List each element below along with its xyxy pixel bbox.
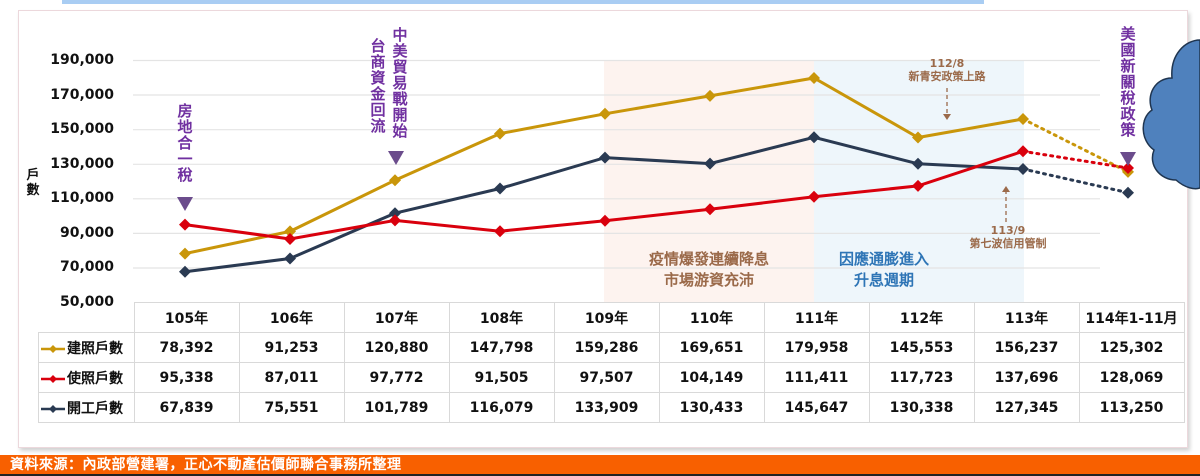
y-tick-70000: 70,000 [59,259,114,275]
annotation-107-trade-war: 中美貿易戰開始 [392,26,408,140]
gridlines [133,59,1100,269]
table-cell: 116,079 [448,392,555,423]
y-tick-130000: 130,000 [50,156,114,172]
band-label-rate-hike-line2: 升息週期 [853,271,914,289]
row-label: 開工戶數 [67,400,123,417]
table-cell: 113,250 [1078,392,1185,423]
table-header: 107年 [343,302,450,333]
table-cell: 97,507 [553,362,660,393]
event-marker-105 [177,197,193,211]
footer-edge [0,474,1200,476]
table-header: 111年 [763,302,870,333]
table-cell: 145,647 [763,392,870,423]
table-cell: 111,411 [763,362,870,393]
top-banner-strip [62,0,984,4]
table-cell: 159,286 [553,332,660,363]
table-cell: 120,880 [343,332,450,363]
legend-navy-diamond-icon [41,404,65,413]
table-cell: 78,392 [133,332,240,363]
table-cell: 179,958 [763,332,870,363]
table-cell: 75,551 [238,392,345,423]
series-construction-starts [179,131,1134,278]
note-112-new-youth-loan: 112/8 新青安政策上路 [890,57,1004,83]
table-cell: 117,723 [868,362,975,393]
table-cell: 137,696 [973,362,1080,393]
table-corner [38,302,135,333]
y-tick-150000: 150,000 [50,121,114,137]
table-cell: 67,839 [133,392,240,423]
event-marker-114 [1120,152,1136,166]
table-cell: 130,338 [868,392,975,423]
y-tick-190000: 190,000 [50,52,114,68]
note-113-text: 第七波信用管制 [969,237,1047,250]
legend-gold-diamond-icon [41,344,65,353]
table-header: 110年 [658,302,765,333]
series-use-permit [179,145,1134,245]
table-cell: 133,909 [553,392,660,423]
table-header: 114年1-11月 [1078,302,1185,333]
band-label-covid-line2: 市場游資充沛 [663,271,754,289]
table-cell: 127,345 [973,392,1080,423]
note-113-credit-control: 113/9 第七波信用管制 [958,224,1058,250]
table-header: 106年 [238,302,345,333]
annotation-105-housing-tax: 房地合一稅 [177,102,193,184]
note-113-date: 113/9 [990,224,1026,237]
row-label: 使照戶數 [67,370,123,387]
data-table: 105年 106年 107年 108年 109年 110年 111年 112年 … [38,302,1185,423]
annotation-107-capital-return: 台商資金回流 [370,37,386,135]
y-tick-170000: 170,000 [50,87,114,103]
y-axis-label: 戶數 [26,168,40,198]
legend-build-permit: 建照戶數 [38,332,135,363]
table-header: 113年 [973,302,1080,333]
table-cell: 104,149 [658,362,765,393]
table-row: 使照戶數 95,338 87,011 97,772 91,505 97,507 … [38,362,1185,393]
table-header: 109年 [553,302,660,333]
legend-construction-starts: 開工戶數 [38,392,135,423]
band-label-covid-line1: 疫情爆發連續降息 [648,250,769,268]
cloud-shape [1142,39,1200,190]
y-tick-110000: 110,000 [50,190,114,206]
table-cell: 101,789 [343,392,450,423]
table-header: 108年 [448,302,555,333]
note-112-date: 112/8 [929,57,965,70]
legend-red-diamond-icon [41,374,65,383]
table-cell: 91,505 [448,362,555,393]
table-row: 開工戶數 67,839 75,551 101,789 116,079 133,9… [38,392,1185,423]
table-cell: 147,798 [448,332,555,363]
table-header: 112年 [868,302,975,333]
y-tick-90000: 90,000 [59,225,114,241]
legend-use-permit: 使照戶數 [38,362,135,393]
table-row: 建照戶數 78,392 91,253 120,880 147,798 159,2… [38,332,1185,363]
table-header-row: 105年 106年 107年 108年 109年 110年 111年 112年 … [38,302,1185,333]
table-cell: 95,338 [133,362,240,393]
table-cell: 156,237 [973,332,1080,363]
band-label-covid: 疫情爆發連續降息 市場游資充沛 [604,249,814,291]
table-cell: 169,651 [658,332,765,363]
table-header: 105年 [133,302,240,333]
band-label-rate-hike: 因應通膨進入 升息週期 [779,249,989,291]
event-marker-107 [388,151,404,165]
table-cell: 91,253 [238,332,345,363]
table-cell: 145,553 [868,332,975,363]
table-cell: 125,302 [1078,332,1185,363]
source-footer: 資料來源：內政部營建署，正心不動產估價師聯合事務所整理 [0,455,1200,476]
series-build-permit [179,72,1134,260]
table-cell: 128,069 [1078,362,1185,393]
band-label-rate-hike-line1: 因應通膨進入 [838,250,929,268]
table-cell: 130,433 [658,392,765,423]
table-cell: 97,772 [343,362,450,393]
annotation-114-us-tariff: 美國新關稅政策 [1120,25,1136,139]
row-label: 建照戶數 [67,340,123,357]
note-112-text: 新青安政策上路 [908,70,986,83]
table-cell: 87,011 [238,362,345,393]
